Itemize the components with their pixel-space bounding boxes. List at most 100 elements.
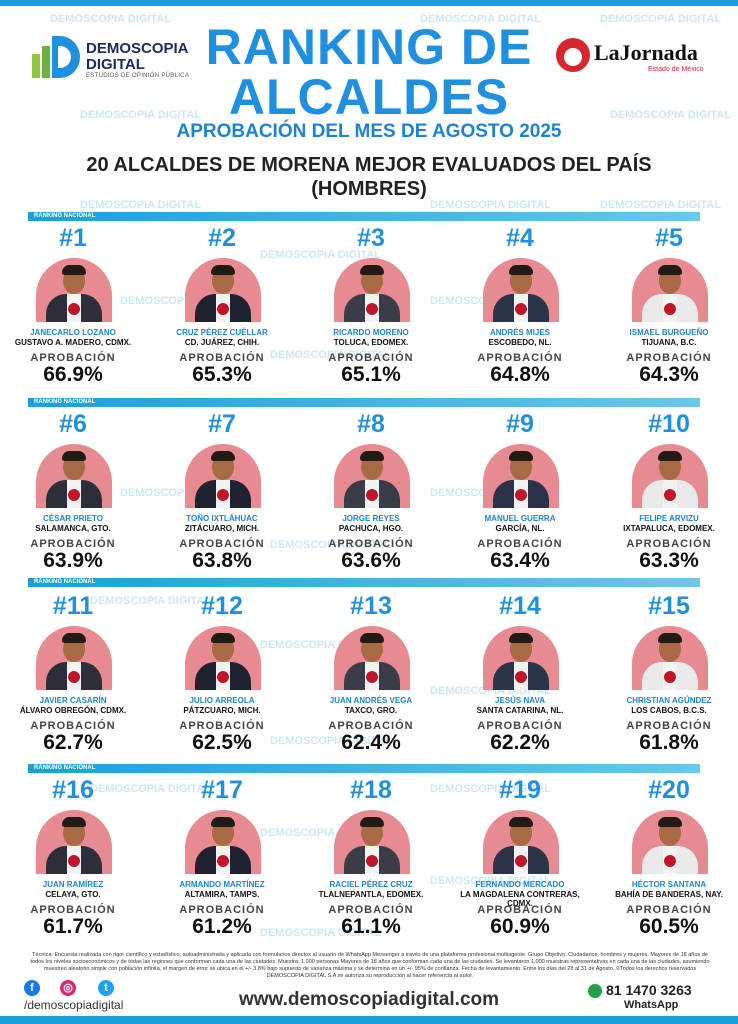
mayor-hair — [62, 265, 86, 275]
mayor-name: FERNANDO MERCADO — [475, 880, 565, 889]
approval-label: APROBACIÓN — [477, 352, 563, 364]
approval-value: 61.8% — [639, 731, 699, 754]
mayor-photo — [632, 810, 708, 874]
mayor-card: #6 CÉSAR PRIETO SALAMANCA, GTO. APROBACIÓN 6… — [8, 410, 138, 572]
mayor-card: #2 CRUZ PÉREZ CUÉLLAR CD. JUÁREZ, CHIH. APR… — [157, 224, 287, 386]
mayor-name: TOÑO IXTLÁHUAC — [186, 514, 258, 523]
whatsapp-icon — [588, 984, 602, 998]
website-link[interactable]: www.demoscopiadigital.com — [238, 989, 500, 1010]
mayor-municipality: TLALNEPANTLA, EDOMEX. — [318, 890, 424, 899]
morena-badge-icon — [67, 670, 81, 684]
watermark: DEMOSCOPIA DIGITAL — [260, 827, 381, 839]
morena-badge-icon — [365, 670, 379, 684]
morena-badge-icon — [663, 854, 677, 868]
mayor-hair — [509, 265, 533, 275]
watermark: DEMOSCOPIA DIGITAL — [50, 13, 171, 25]
social-handle[interactable]: /demoscopiadigital — [24, 998, 124, 1012]
approval-value: 62.2% — [490, 731, 550, 754]
demoscopia-logo: DEMOSCOPIA DIGITAL ESTUDIOS DE OPINIÓN P… — [32, 34, 192, 84]
mayor-card: #8 JORGE REYES PACHUCA, HGO. APROBACIÓN 63.6… — [306, 410, 436, 572]
mayor-photo — [483, 444, 559, 508]
mayor-card: #1 JANECARLO LOZANO GUSTAVO A. MADERO, CDM… — [8, 224, 138, 386]
approval-label: APROBACIÓN — [477, 720, 563, 732]
heading-line1: 20 ALCALDES DE MORENA MEJOR EVALUADOS DE… — [86, 154, 652, 176]
approval-label: APROBACIÓN — [626, 538, 712, 550]
mayor-photo — [36, 810, 112, 874]
mayor-card: #12 JULIO ARREOLA PÁTZCUARO, MICH. APROBACI… — [157, 592, 287, 754]
la-jornada-sub: Estado de México — [648, 66, 704, 73]
morena-badge-icon — [216, 854, 230, 868]
rank-number: #11 — [52, 592, 94, 620]
facebook-icon[interactable]: f — [24, 980, 40, 996]
mayor-name: RACIEL PÉREZ CRUZ — [329, 880, 413, 889]
rank-number: #6 — [59, 410, 87, 438]
whatsapp-phone[interactable]: 81 1470 3263 — [606, 982, 692, 998]
mayor-photo — [36, 626, 112, 690]
mayor-hair — [360, 451, 384, 461]
morena-badge-icon — [514, 488, 528, 502]
logo-text-2: DIGITAL — [86, 56, 145, 73]
mayor-photo — [36, 258, 112, 322]
morena-badge-icon — [514, 302, 528, 316]
approval-value: 61.7% — [43, 915, 103, 938]
mayor-photo — [36, 444, 112, 508]
morena-badge-icon — [216, 670, 230, 684]
mayor-hair — [360, 265, 384, 275]
watermark: DEMOSCOPIA DIGITAL — [270, 735, 391, 747]
band-label: RANKING NACIONAL — [34, 579, 96, 585]
rank-number: #1 — [59, 224, 87, 252]
mayor-municipality: ALTAMIRA, TAMPS. — [184, 890, 260, 899]
approval-label: APROBACIÓN — [477, 538, 563, 550]
approval-value: 62.4% — [341, 731, 401, 754]
instagram-icon[interactable]: ◎ — [60, 980, 76, 996]
mayor-hair — [211, 817, 235, 827]
band-label: RANKING NACIONAL — [34, 399, 96, 405]
mayor-card: #14 JESÚS NAVA SANTA CATARINA, NL. APROBACI… — [455, 592, 585, 754]
mayor-name: FELIPE ARVIZU — [639, 514, 699, 523]
rank-number: #8 — [357, 410, 385, 438]
approval-label: APROBACIÓN — [328, 720, 414, 732]
mayor-card: #18 RACIEL PÉREZ CRUZ TLALNEPANTLA, EDOMEX… — [306, 776, 436, 938]
watermark: DEMOSCOPIA DIGITAL — [80, 109, 201, 121]
mayor-photo — [632, 444, 708, 508]
mayor-municipality: ESCOBEDO, NL. — [488, 338, 552, 347]
mayor-photo — [334, 810, 410, 874]
mayor-photo — [632, 258, 708, 322]
mayor-card: #13 JUAN ANDRÉS VEGA TAXCO, GRO. APROBACIÓN… — [306, 592, 436, 754]
twitter-icon[interactable]: t — [98, 980, 114, 996]
approval-value: 63.4% — [490, 549, 550, 572]
watermark: DEMOSCOPIA DIGITAL — [90, 783, 211, 795]
mayor-name: JUAN RAMÍREZ — [42, 880, 104, 889]
mayor-name: JESÚS NAVA — [495, 696, 545, 705]
mayor-card: #4 ANDRÉS MIJES ESCOBEDO, NL. APROBACIÓN 64.… — [455, 224, 585, 386]
approval-value: 63.9% — [43, 549, 103, 572]
mayor-name: JANECARLO LOZANO — [30, 328, 116, 337]
mayor-name: HÉCTOR SANTANA — [631, 880, 707, 889]
mayor-hair — [658, 265, 682, 275]
rank-number: #20 — [648, 776, 690, 804]
mayor-municipality: TIJUANA, B.C. — [641, 338, 697, 347]
approval-value: 64.3% — [639, 363, 699, 386]
approval-value: 64.8% — [490, 363, 550, 386]
approval-value: 62.7% — [43, 731, 103, 754]
mayor-municipality: TOLUCA, EDOMEX. — [333, 338, 409, 347]
approval-label: APROBACIÓN — [328, 538, 414, 550]
rank-number: #19 — [499, 776, 541, 804]
mayor-card: #5 ISMAEL BURGUEÑO TIJUANA, B.C. APROBACIÓN… — [604, 224, 734, 386]
mayor-card: #3 RICARDO MORENO TOLUCA, EDOMEX. APROBACIÓ… — [306, 224, 436, 386]
mayor-name: ANDRÉS MIJES — [489, 328, 550, 337]
mayor-hair — [658, 817, 682, 827]
approval-label: APROBACIÓN — [179, 352, 265, 364]
approval-value: 65.1% — [341, 363, 401, 386]
watermark: DEMOSCOPIA DIGITAL — [600, 199, 721, 211]
ranking-band: RANKING NACIONAL — [28, 398, 700, 407]
rank-number: #15 — [648, 592, 690, 620]
watermark: DEMOSCOPIA DIGITAL — [260, 249, 381, 261]
approval-label: APROBACIÓN — [626, 720, 712, 732]
mayor-hair — [62, 451, 86, 461]
mayor-photo — [185, 810, 261, 874]
mayor-municipality: TAXCO, GRO. — [344, 706, 398, 715]
mayor-photo — [334, 258, 410, 322]
mayor-municipality: ÁLVARO OBREGÓN, CDMX. — [19, 706, 127, 715]
mayor-municipality: CELAYA, GTO. — [45, 890, 101, 899]
